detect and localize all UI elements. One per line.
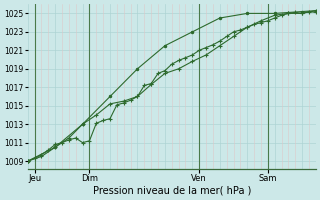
X-axis label: Pression niveau de la mer( hPa ): Pression niveau de la mer( hPa )	[92, 186, 251, 196]
